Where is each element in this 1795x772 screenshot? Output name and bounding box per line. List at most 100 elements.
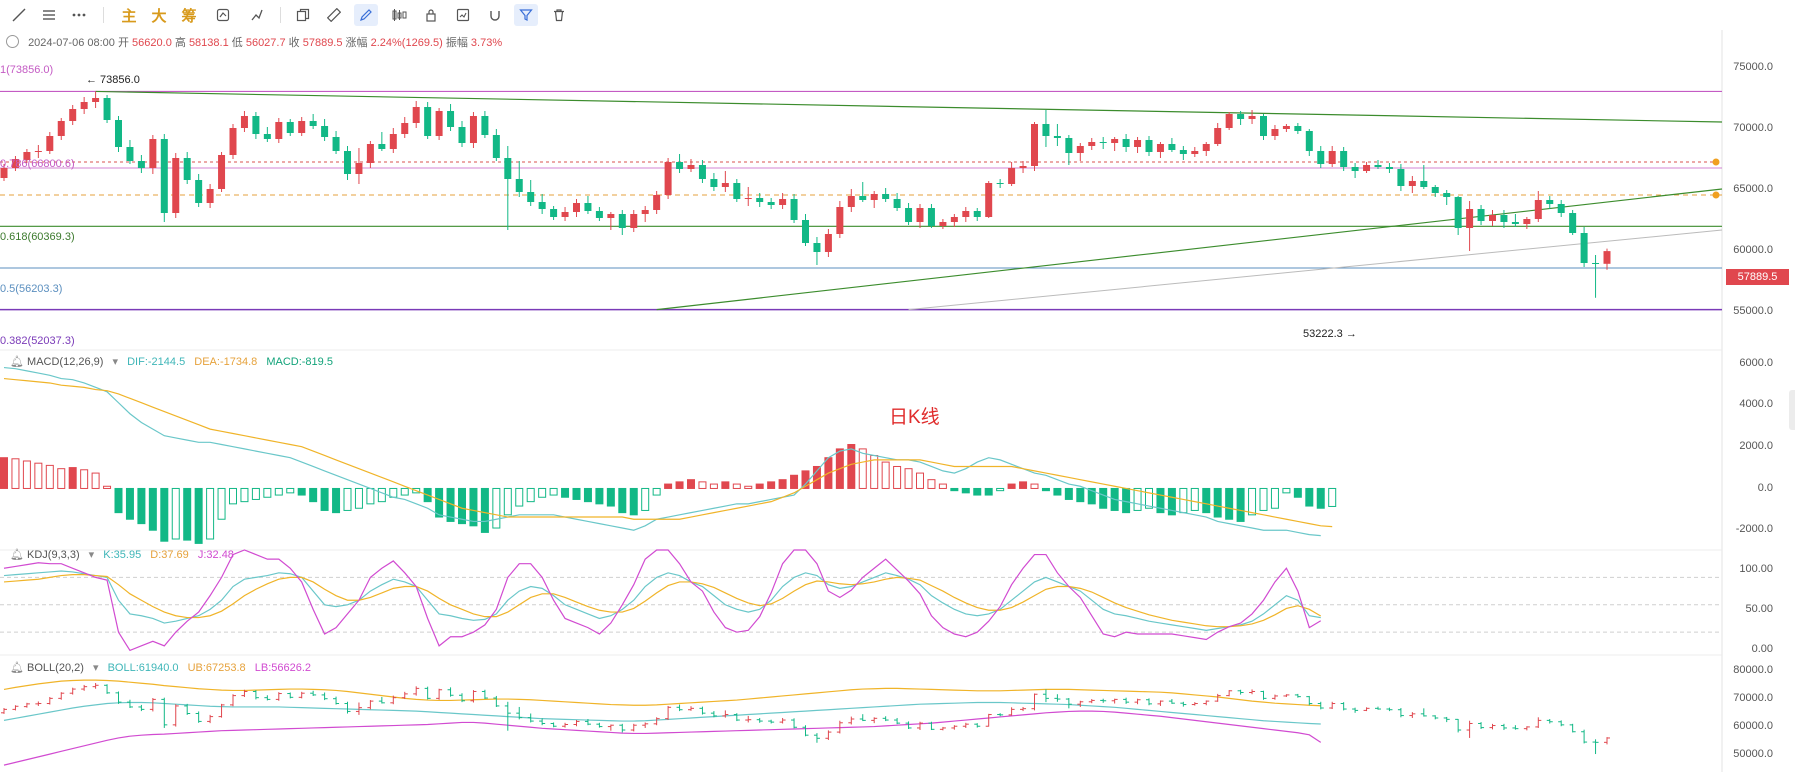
candlestick [595,211,603,218]
magnet-icon[interactable] [484,4,506,26]
candlestick [389,134,397,149]
draw-tool-icon[interactable] [246,4,268,26]
alert-dot [1712,158,1720,166]
macd-histogram-bar [641,487,650,511]
candlestick [550,209,558,217]
macd-histogram-bar [790,474,799,489]
candlestick [412,107,420,123]
candlestick [1145,140,1153,152]
macd-histogram-bar [125,487,134,520]
macd-histogram-bar [114,487,123,514]
candlestick [927,208,935,226]
candlestick [962,211,970,217]
macd-histogram-bar [137,487,146,525]
macd-histogram-bar [1293,487,1302,498]
more-icon[interactable] [68,4,90,26]
macd-histogram-bar [1076,487,1085,503]
candlestick [1294,126,1302,131]
candlestick-icon[interactable] [388,4,410,26]
kdj-name[interactable]: KDJ(9,3,3) [27,549,80,561]
macd-histogram-bar [595,487,604,505]
bell-icon[interactable]: 🔔︎ [10,356,24,368]
boll-ub: UB:67253.8 [187,662,246,674]
candlestick [1111,139,1119,143]
candlestick [1397,169,1405,186]
bell-icon[interactable]: 🔔︎ [10,549,24,561]
candlestick [149,139,157,168]
filter-icon[interactable] [514,4,538,26]
trash-icon[interactable] [548,4,570,26]
candlestick [779,199,787,205]
macd-axis-tick: 4000.0 [1739,398,1773,410]
candlestick [870,194,878,200]
boll-mid: BOLL:61940.0 [107,662,179,674]
candlestick [1340,151,1348,167]
pen-tool-icon[interactable] [354,4,378,26]
macd-dif: DIF:-2144.5 [127,356,186,368]
macd-histogram-bar [297,487,306,496]
side-panel-toggle[interactable] [1789,390,1795,430]
macd-histogram-bar [687,479,695,489]
macd-dea-line [3,377,1333,528]
chip-distribution-button[interactable]: 筹 [181,7,197,25]
kdj-axis-tick: 0.00 [1751,643,1773,655]
macd-histogram-bar [194,487,203,544]
kdj-axis-tick: 50.00 [1745,603,1773,615]
candlestick [1260,116,1267,136]
macd-histogram-bar [812,465,821,489]
candlestick [458,127,466,143]
candlestick [321,126,329,137]
candlestick [767,202,775,205]
boll-name[interactable]: BOLL(20,2) [27,662,84,674]
high-price-marker: ← 73856.0 [86,74,140,86]
fib-label-0786: 0.786(66800.6) [0,158,75,170]
fib-label-05: 0.5(56203.3) [0,283,63,295]
chevron-down-icon[interactable]: ▾ [92,662,99,674]
main-indicator-button[interactable]: 主 [121,7,137,25]
ohlc-info-bar: 2024-07-06 08:00 开 56620.0 高 58138.1 低 5… [6,34,502,50]
candlestick [1534,200,1542,219]
candlestick [229,128,237,155]
compare-icon[interactable] [212,4,234,26]
candlestick [905,208,913,222]
chevron-down-icon[interactable]: ▾ [112,356,119,368]
price-axis-tick: 60000.0 [1733,244,1773,256]
candlestick [1363,165,1371,171]
trend-line-tool-icon[interactable] [8,4,30,26]
horizontal-lines-tool-icon[interactable] [38,4,60,26]
boll-axis-tick: 60000.0 [1733,720,1773,732]
macd-histogram-bar [561,487,570,498]
candlestick [573,203,580,212]
copy-icon[interactable] [292,4,314,26]
candlestick [733,183,741,199]
chart-canvas[interactable] [0,30,1795,772]
macd-legend: 🔔︎ MACD(12,26,9) ▾ DIF:-2144.5 DEA:-1734… [10,355,339,368]
candlestick [1489,215,1496,221]
macd-histogram-bar [103,485,112,489]
macd-name[interactable]: MACD(12,26,9) [27,356,104,368]
info-collapse-icon[interactable] [6,35,19,48]
candlestick [332,137,340,151]
lock-icon[interactable] [420,4,442,26]
macd-histogram-bar [858,448,867,489]
candlestick [985,183,993,217]
macd-histogram-bar [240,487,249,503]
macd-histogram-bar [709,483,718,489]
chevron-down-icon[interactable]: ▾ [88,549,95,561]
candlestick [1156,144,1164,152]
macd-histogram-bar [0,457,8,489]
macd-histogram-bar [1179,487,1188,514]
macd-histogram-bar [68,467,77,489]
macd-histogram-bar [1007,483,1016,489]
large-order-button[interactable]: 大 [151,7,167,25]
note-icon[interactable] [452,4,474,26]
close-value: 57889.5 [302,37,343,49]
kdj-j: J:32.48 [197,549,234,561]
kdj-d: D:37.69 [150,549,189,561]
candlestick [1042,124,1050,136]
macd-histogram-bar [1133,487,1142,511]
boll-lower-band [3,710,1322,766]
candlestick [401,123,409,134]
ruler-icon[interactable] [323,4,345,26]
bell-icon[interactable]: 🔔︎ [10,662,24,674]
